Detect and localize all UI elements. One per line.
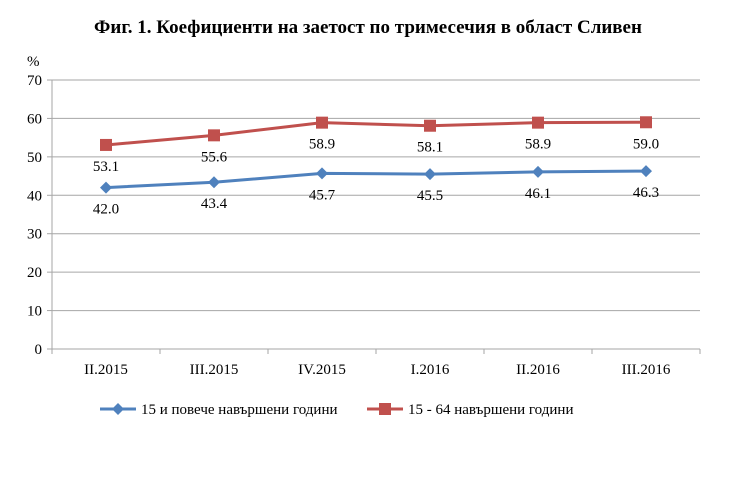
data-label: 46.1 (525, 186, 551, 202)
series-line (105, 120, 647, 147)
legend-label: 15 и повече навършени години (141, 402, 338, 418)
data-point (316, 167, 328, 180)
data-label: 59.0 (633, 136, 659, 152)
x-tick-label: I.2016 (411, 362, 450, 378)
data-label: 43.4 (201, 196, 228, 212)
series-1: 53.1 55.6 58.9 58.1 58.9 59.0 (93, 116, 659, 175)
data-label: 58.9 (525, 137, 551, 153)
data-label: 58.9 (309, 137, 335, 153)
data-point (424, 119, 436, 132)
y-tick-label: 20 (27, 265, 42, 281)
data-point (532, 116, 544, 129)
y-tick-label: 40 (27, 188, 42, 204)
data-point (208, 129, 220, 142)
legend-marker (112, 403, 124, 415)
y-tick-label: 60 (27, 111, 42, 127)
data-point (208, 176, 220, 189)
legend-marker (379, 403, 391, 415)
x-tick-label: IV.2015 (298, 362, 346, 378)
y-tick-label: 50 (27, 150, 42, 166)
data-label: 45.7 (309, 187, 336, 203)
data-point (424, 168, 436, 181)
data-point (100, 181, 112, 194)
y-tick-label: 30 (27, 227, 42, 243)
legend-item-1: 15 - 64 навършени години (367, 402, 573, 418)
y-tick-label: 10 (27, 304, 42, 320)
x-tick-label: III.2016 (622, 362, 671, 378)
data-point (316, 116, 328, 129)
x-tick-label: II.2015 (84, 362, 128, 378)
series-0: 42.0 43.4 45.7 45.5 46.1 46.3 (93, 165, 659, 218)
x-tick-label: II.2016 (516, 362, 560, 378)
legend-item-0: 15 и повече навършени години (100, 402, 338, 418)
data-label: 53.1 (93, 159, 119, 175)
data-label: 42.0 (93, 202, 119, 218)
x-tick-label: III.2015 (190, 362, 239, 378)
data-point (640, 116, 652, 129)
data-point (640, 165, 652, 178)
data-point (100, 138, 112, 151)
chart-title: Фиг. 1. Коефициенти на заетост по тримес… (94, 17, 642, 38)
legend-label: 15 - 64 навършени години (408, 402, 573, 418)
data-label: 58.1 (417, 140, 443, 156)
y-axis-label: % (27, 54, 40, 70)
y-tick-label: 70 (27, 73, 42, 89)
series-line (105, 169, 647, 190)
data-label: 46.3 (633, 185, 659, 201)
data-label: 45.5 (417, 188, 443, 204)
y-tick-label: 0 (35, 342, 43, 358)
data-label: 55.6 (201, 149, 228, 165)
data-point (532, 165, 544, 178)
